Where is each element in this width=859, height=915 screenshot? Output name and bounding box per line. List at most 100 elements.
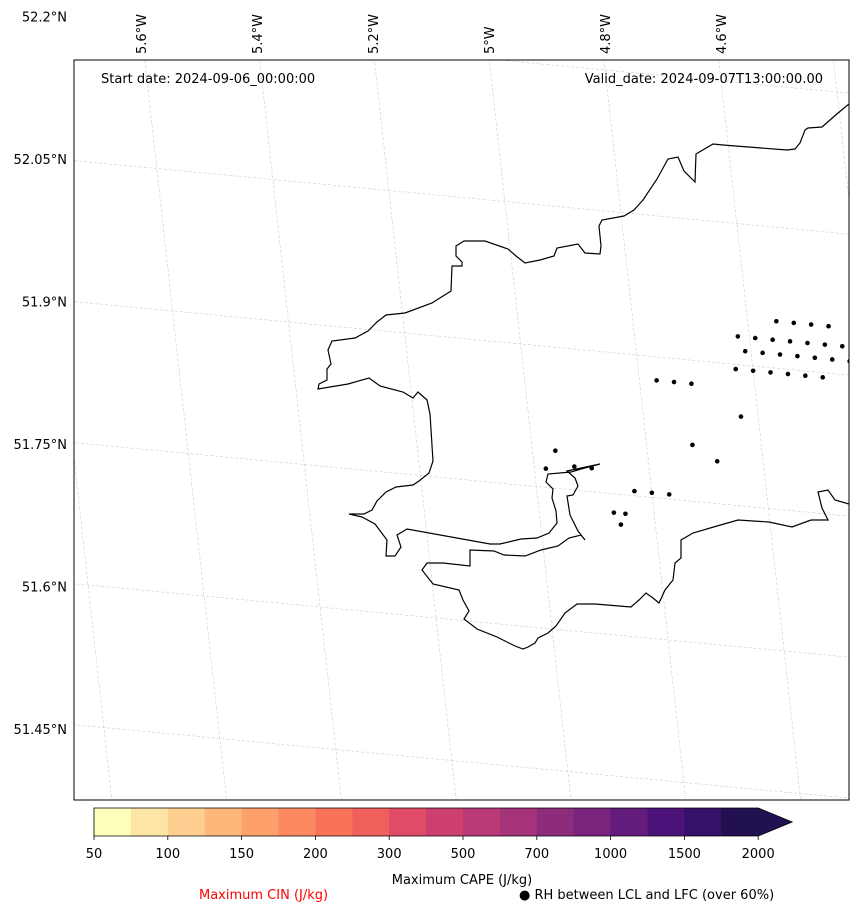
- colorbar-segment: [573, 808, 612, 836]
- map-panel: [73, 59, 850, 801]
- rh-marker: [760, 350, 765, 356]
- colorbar-outline: [93, 807, 794, 837]
- rh-marker: [752, 335, 758, 341]
- colorbar-segment: [610, 808, 648, 836]
- longitude-tick-labels: 5.6°W 5.4°W 5.2°W 5°W 4.8°W 4.6°W: [135, 14, 730, 54]
- longitude-tick-label: 5.2°W: [367, 14, 382, 54]
- rh-marker: [733, 366, 739, 372]
- colorbar-segment: [684, 808, 722, 836]
- rh-marker: [649, 490, 655, 496]
- colorbar-tick-label: 700: [524, 847, 549, 862]
- rh-marker: [750, 368, 756, 374]
- rh-marker: [829, 357, 835, 362]
- rh-marker: [572, 464, 577, 469]
- colorbar-tick-label: 1500: [668, 847, 701, 862]
- meridian-gridline: [74, 454, 113, 800]
- colorbar-tick-label: 1000: [594, 847, 627, 862]
- map-border: [73, 59, 850, 801]
- latitude-tick-label: 51.9°N: [22, 296, 67, 311]
- rh-marker: [839, 344, 845, 349]
- meridian-gridline: [259, 60, 342, 800]
- rh-marker: [714, 459, 720, 464]
- rh-marker: [826, 323, 831, 329]
- rh-marker: [671, 379, 677, 385]
- rh-marker: [805, 340, 810, 346]
- colorbar-tick-labels: 50 100 150 200 300 500 700 1000 1500 2000: [86, 836, 775, 862]
- rh-marker-layer: [543, 318, 849, 527]
- rh-marker: [803, 373, 808, 379]
- colorbar-segment: [426, 808, 464, 836]
- rh-marker: [770, 337, 775, 343]
- rh-marker: [738, 414, 744, 419]
- colorbar-tick-label: 200: [303, 847, 328, 862]
- coastline: [317, 103, 849, 650]
- latitude-tick-label: 52.2°N: [22, 11, 67, 26]
- cin-legend-label: Maximum CIN (J/kg): [199, 888, 329, 903]
- rh-marker: [795, 353, 800, 359]
- colorbar-segment: [389, 808, 427, 836]
- colorbar-tick-label: 50: [86, 847, 103, 862]
- colorbar-segment: [130, 808, 169, 836]
- colorbar-segment: [167, 808, 206, 836]
- rh-marker: [611, 510, 617, 515]
- rh-marker: [820, 375, 826, 380]
- rh-marker: [847, 358, 849, 364]
- rh-marker: [618, 522, 624, 527]
- latitude-tick-label: 51.45°N: [14, 723, 67, 738]
- colorbar-extend-arrow: [758, 808, 793, 836]
- rh-marker: [543, 466, 549, 471]
- rh-marker: [742, 348, 748, 354]
- rh-marker: [666, 492, 672, 497]
- rh-marker: [589, 465, 595, 471]
- colorbar-tick-label: 100: [155, 847, 180, 862]
- colorbar-segment: [241, 808, 279, 836]
- colorbar-segment: [721, 808, 759, 836]
- latitude-tick-label: 51.6°N: [22, 581, 67, 596]
- rh-legend: ● RH between LCL and LFC (over 60%): [519, 888, 774, 903]
- rh-legend-symbol: ●: [519, 888, 531, 903]
- rh-marker: [623, 511, 628, 517]
- meridian-gridline: [374, 60, 457, 800]
- meridian-gridline: [488, 60, 572, 800]
- longitude-tick-label: 5.4°W: [251, 14, 266, 54]
- rh-marker: [774, 318, 779, 324]
- valid-date-label: Valid_date: 2024-09-07T13:00:00.00: [585, 72, 823, 87]
- colorbar-segment: [463, 808, 501, 836]
- colorbar-segment: [204, 808, 243, 836]
- rh-marker: [654, 378, 659, 383]
- rh-marker: [735, 334, 741, 339]
- longitude-tick-label: 4.6°W: [715, 14, 730, 54]
- meridian-gridline: [718, 60, 801, 800]
- colorbar-tick-label: 300: [377, 847, 402, 862]
- rh-marker: [553, 448, 558, 454]
- rh-marker: [777, 352, 783, 357]
- colorbar-tick-label: 150: [229, 847, 254, 862]
- colorbar-tick-label: 2000: [742, 847, 775, 862]
- colorbar-segment: [499, 808, 538, 836]
- start-date-label: Start date: 2024-09-06_00:00:00: [101, 72, 315, 87]
- rh-marker: [822, 342, 828, 347]
- latitude-tick-labels: 52.2°N 52.05°N 51.9°N 51.75°N 51.6°N 51.45°N: [14, 11, 67, 739]
- longitude-tick-label: 5°W: [483, 26, 498, 54]
- colorbar-label: Maximum CAPE (J/kg): [392, 873, 532, 888]
- rh-marker: [690, 442, 695, 448]
- rh-legend-label: RH between LCL and LFC (over 60%): [534, 888, 775, 903]
- colorbar-segment: [315, 808, 353, 836]
- longitude-tick-label: 5.6°W: [135, 14, 150, 54]
- meridian-gridline: [144, 60, 227, 800]
- rh-marker: [785, 371, 791, 377]
- rh-marker: [808, 322, 814, 327]
- cape-colorbar: [93, 807, 794, 837]
- meridian-gridline: [603, 60, 687, 800]
- colorbar-segment: [94, 808, 132, 836]
- rh-marker: [689, 381, 694, 387]
- colorbar-segment: [647, 808, 685, 836]
- colorbar-segment: [278, 808, 316, 836]
- rh-marker: [787, 339, 793, 344]
- colorbar-tick-label: 500: [451, 847, 476, 862]
- colorbar-segment: [536, 808, 575, 836]
- rh-marker: [768, 370, 773, 375]
- rh-marker: [812, 355, 818, 361]
- colorbar-segment: [352, 808, 390, 836]
